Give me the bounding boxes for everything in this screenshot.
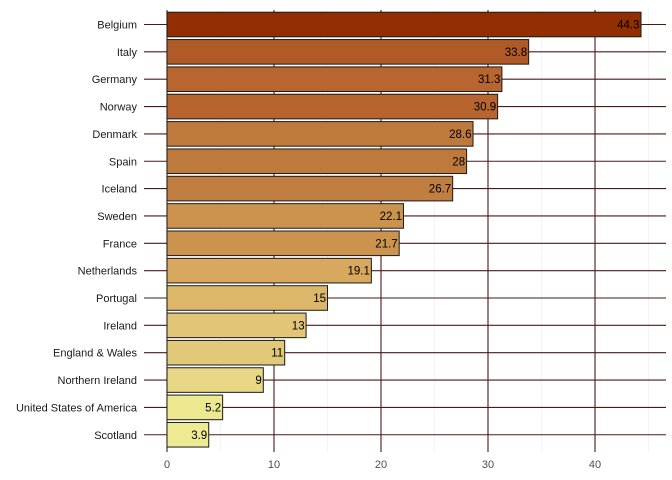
bar <box>166 93 499 120</box>
data-label: 30.9 <box>474 102 496 114</box>
category-label: Germany <box>92 74 138 86</box>
category-label: France <box>103 238 137 250</box>
bar <box>166 339 286 366</box>
x-tick-label: 30 <box>482 459 494 471</box>
category-label: Ireland <box>103 320 137 332</box>
data-label: 5.2 <box>205 402 221 414</box>
data-label: 22.1 <box>380 211 402 223</box>
data-label: 9 <box>255 375 261 387</box>
bar <box>166 66 503 93</box>
data-label: 33.8 <box>505 47 527 59</box>
category-label: Portugal <box>96 293 137 305</box>
labels-layer: 0 10 20 30 40 Belgium 44.3 Italy 33.8 Germany 31.3… <box>16 20 640 472</box>
bars-layer <box>166 11 642 448</box>
category-label: Iceland <box>102 184 137 196</box>
data-label: 21.7 <box>375 238 397 250</box>
category-label: Scotland <box>94 430 137 442</box>
bar <box>166 148 468 175</box>
bar <box>166 11 642 38</box>
x-tick-label: 20 <box>375 459 387 471</box>
category-label: Spain <box>109 156 137 168</box>
bar <box>166 203 404 229</box>
bar <box>166 394 224 421</box>
data-label: 31.3 <box>478 74 500 86</box>
category-label: United States of America <box>16 402 138 414</box>
bar <box>166 121 474 147</box>
data-label: 11 <box>271 348 283 360</box>
category-label: Netherlands <box>78 266 138 278</box>
category-label: Denmark <box>92 129 137 141</box>
category-label: Northern Ireland <box>58 375 138 387</box>
data-label: 15 <box>313 293 326 305</box>
x-tick-label: 10 <box>268 459 280 471</box>
data-label: 28 <box>452 156 465 168</box>
category-label: Sweden <box>97 211 137 223</box>
data-label: 3.9 <box>191 430 207 442</box>
data-label: 44.3 <box>617 20 639 32</box>
bar <box>166 312 307 339</box>
bar <box>166 39 530 65</box>
x-tick-label: 0 <box>164 459 170 471</box>
bar <box>166 175 454 202</box>
bar <box>166 421 210 448</box>
bar <box>166 230 400 257</box>
data-label: 19.1 <box>347 266 369 278</box>
x-tick-label: 40 <box>589 459 601 471</box>
data-label: 26.7 <box>429 184 451 196</box>
bar <box>166 257 372 284</box>
category-label: Norway <box>100 102 138 114</box>
category-label: Italy <box>117 47 138 59</box>
data-label: 28.6 <box>449 129 471 141</box>
bar <box>166 367 264 393</box>
category-label: England & Wales <box>53 348 137 360</box>
bar <box>166 285 328 311</box>
category-label: Belgium <box>97 20 137 32</box>
data-label: 13 <box>292 320 305 332</box>
